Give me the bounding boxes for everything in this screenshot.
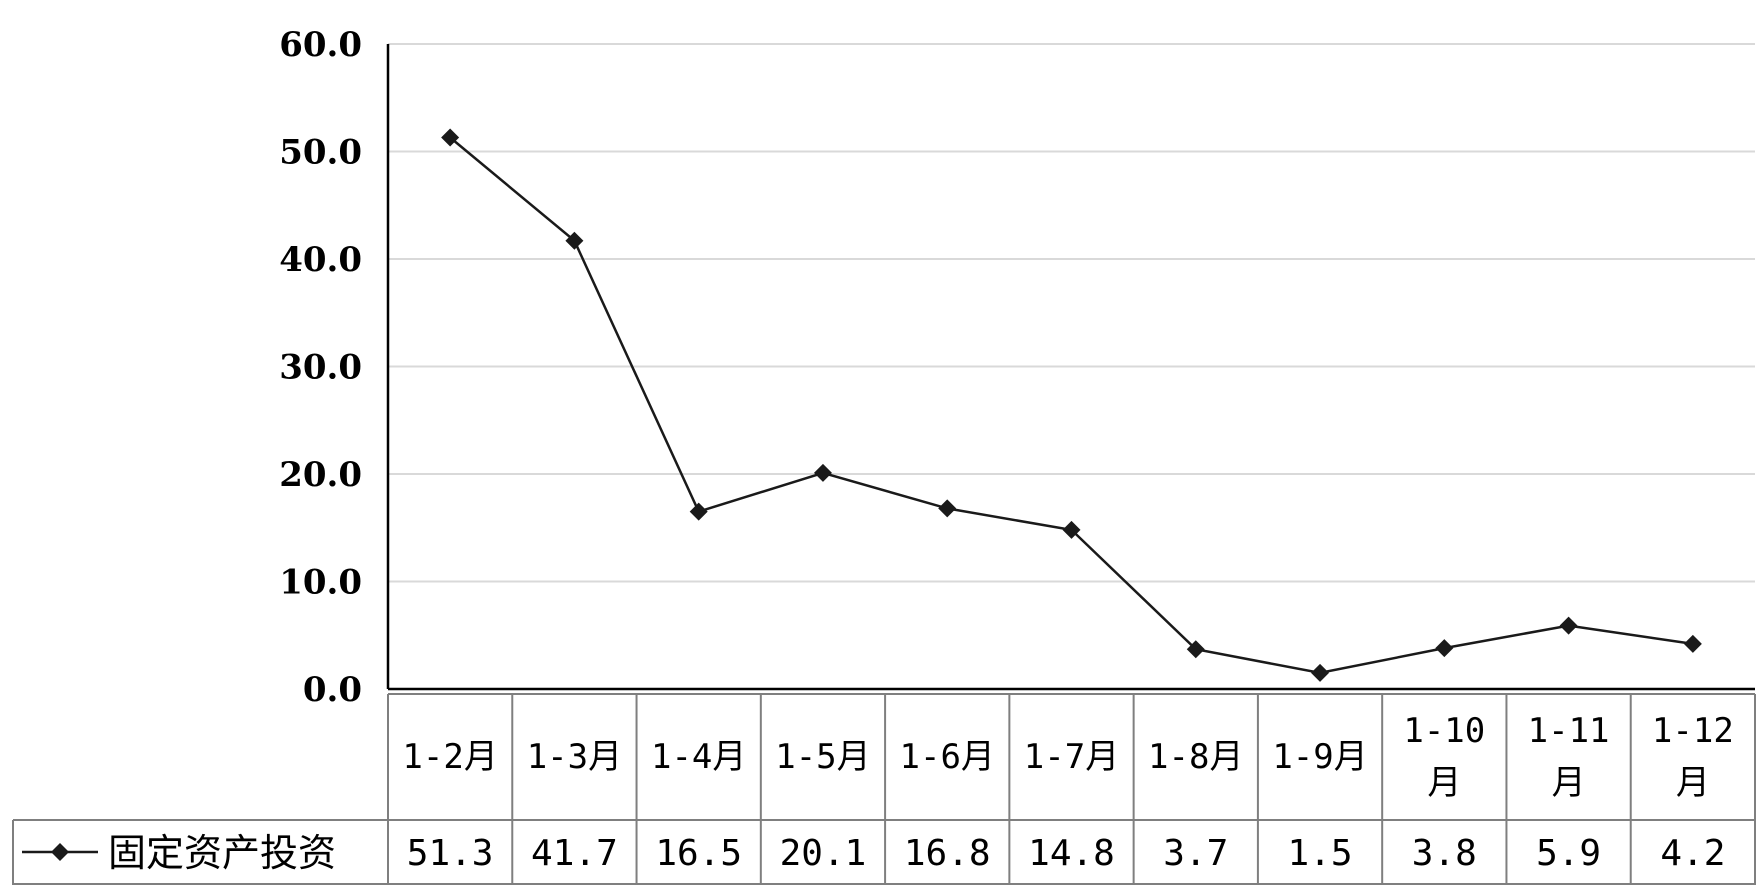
- value-label: 16.8: [904, 833, 991, 874]
- data-point-marker: [813, 463, 832, 482]
- data-point-marker: [1559, 616, 1578, 635]
- y-axis-ticks: 0.0 10.0 20.0 30.0 40.0 50.0 60.0: [279, 25, 362, 710]
- value-label: 14.8: [1028, 833, 1115, 874]
- data-point-marker: [1062, 520, 1081, 539]
- value-label: 5.9: [1536, 833, 1601, 874]
- data-table-grid: [12, 693, 1756, 885]
- category-labels: 1-2月 1-3月 1-4月 1-5月 1-6月 1-7月 1-8月 1-9月 1-10 月 1-1…: [402, 711, 1733, 803]
- value-label: 20.1: [780, 833, 867, 874]
- data-point-marker: [1683, 634, 1702, 653]
- legend: 固定资产投资: [22, 831, 336, 875]
- series-fixed-asset-investment: [441, 128, 1702, 682]
- data-point-marker: [689, 502, 708, 521]
- category-label: 1-11 月: [1528, 711, 1610, 803]
- series-markers: [441, 128, 1702, 682]
- y-tick-label: 60.0: [279, 25, 362, 65]
- data-table: 1-2月 1-3月 1-4月 1-5月 1-6月 1-7月 1-8月 1-9月 1-10 月 1-1…: [12, 693, 1756, 885]
- y-tick-label: 10.0: [279, 563, 362, 603]
- category-label: 1-4月: [651, 737, 746, 777]
- y-tick-label: 40.0: [279, 240, 362, 280]
- data-point-marker: [1311, 663, 1330, 682]
- gridlines: [388, 43, 1755, 583]
- value-label: 4.2: [1660, 833, 1725, 874]
- value-label: 41.7: [531, 833, 618, 874]
- category-label: 1-3月: [527, 737, 622, 777]
- series-line: [449, 136, 1694, 675]
- category-label: 1-12 月: [1652, 711, 1734, 803]
- data-point-marker: [565, 231, 584, 250]
- value-label: 3.7: [1163, 833, 1228, 874]
- legend-label: 固定资产投资: [108, 831, 336, 875]
- category-label: 1-7月: [1024, 737, 1119, 777]
- y-tick-label: 20.0: [279, 455, 362, 495]
- value-label: 1.5: [1288, 833, 1353, 874]
- data-point-marker: [938, 499, 957, 518]
- legend-diamond-icon: [51, 843, 69, 861]
- data-point-marker: [441, 128, 460, 147]
- data-point-marker: [1186, 640, 1205, 659]
- value-label: 16.5: [655, 833, 742, 874]
- value-label: 3.8: [1412, 833, 1477, 874]
- data-point-marker: [1435, 639, 1454, 658]
- y-tick-label: 0.0: [303, 670, 362, 710]
- category-label: 1-10 月: [1403, 711, 1485, 803]
- y-tick-label: 30.0: [279, 348, 362, 388]
- category-label: 1-2月: [402, 737, 497, 777]
- category-label: 1-5月: [775, 737, 870, 777]
- value-label: 51.3: [407, 833, 494, 874]
- value-labels: 51.3 41.7 16.5 20.1 16.8 14.8 3.7 1.5 3.8 5.9 4.2: [407, 833, 1726, 874]
- category-label: 1-8月: [1148, 737, 1243, 777]
- category-label: 1-9月: [1272, 737, 1367, 777]
- category-label: 1-6月: [900, 737, 995, 777]
- y-tick-label: 50.0: [279, 133, 362, 173]
